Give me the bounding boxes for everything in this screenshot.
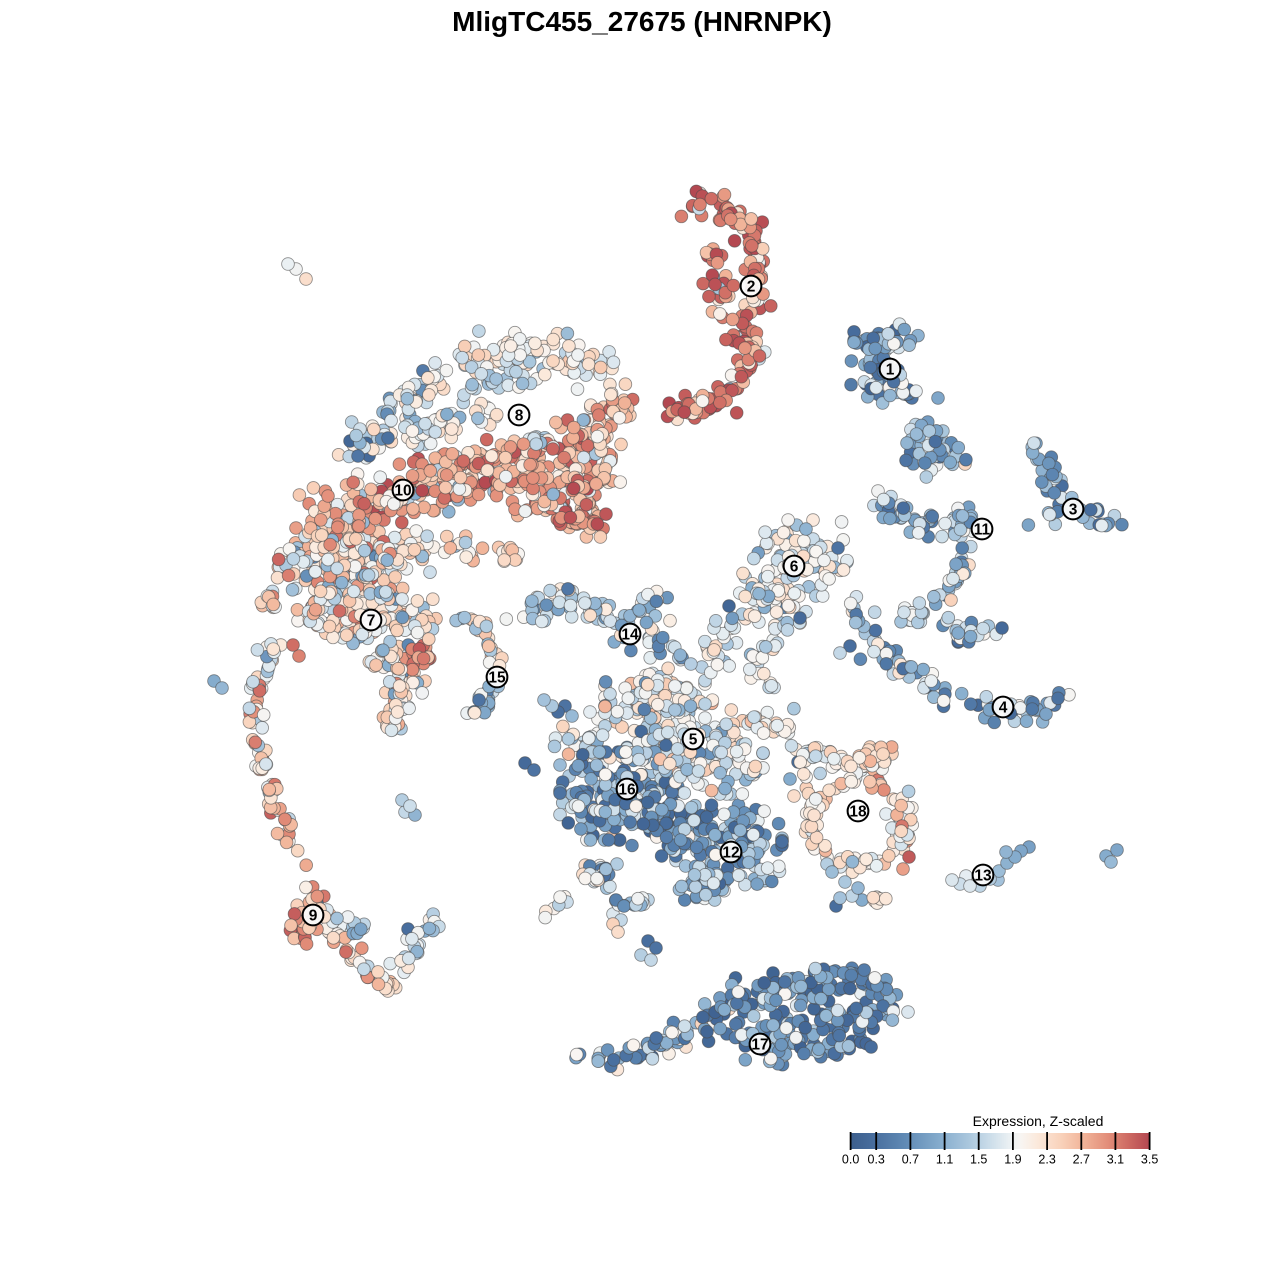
svg-text:13: 13 [974,868,992,885]
svg-text:17: 17 [751,1037,768,1054]
svg-text:2.7: 2.7 [1073,1153,1090,1167]
svg-text:1.9: 1.9 [1004,1153,1021,1167]
svg-text:3.1: 3.1 [1107,1153,1124,1167]
svg-text:14: 14 [621,627,639,644]
svg-text:8: 8 [515,408,524,425]
svg-text:2: 2 [747,279,756,296]
svg-text:9: 9 [309,908,318,925]
svg-text:0.3: 0.3 [868,1153,885,1167]
svg-text:3.5: 3.5 [1141,1153,1158,1167]
svg-text:4: 4 [999,700,1008,717]
svg-text:6: 6 [790,559,799,576]
svg-text:12: 12 [722,845,739,862]
svg-text:10: 10 [394,483,411,500]
svg-text:3: 3 [1069,502,1078,519]
svg-text:18: 18 [849,804,867,821]
svg-text:15: 15 [488,670,506,687]
svg-text:16: 16 [618,782,636,799]
svg-text:MligTC455_27675 (HNRNPK): MligTC455_27675 (HNRNPK) [452,6,832,37]
svg-text:2.3: 2.3 [1038,1153,1055,1167]
svg-text:11: 11 [974,522,991,539]
svg-text:Expression, Z-scaled: Expression, Z-scaled [973,1113,1104,1129]
svg-text:7: 7 [367,613,376,630]
svg-text:5: 5 [689,732,698,749]
svg-text:1.1: 1.1 [936,1153,953,1167]
svg-text:1: 1 [886,362,895,379]
svg-text:1.5: 1.5 [970,1153,987,1167]
svg-text:0.0: 0.0 [842,1153,859,1167]
svg-text:0.7: 0.7 [902,1153,919,1167]
